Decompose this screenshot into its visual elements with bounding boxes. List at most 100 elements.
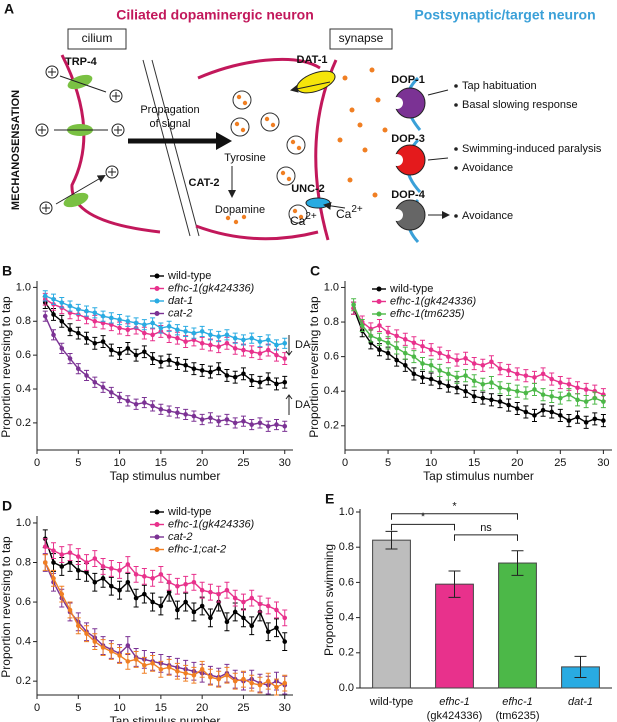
data-point (150, 661, 155, 666)
synapse-label: synapse (339, 31, 384, 45)
data-point (463, 388, 468, 394)
data-point (208, 674, 213, 680)
data-point (84, 335, 89, 341)
data-point (208, 589, 213, 595)
legend-marker (376, 286, 382, 292)
bar (498, 562, 537, 689)
data-point (142, 400, 147, 405)
data-point (75, 330, 81, 336)
data-point (411, 371, 417, 377)
significance-label: * (452, 501, 457, 513)
panel-label: E (325, 491, 334, 507)
legend-marker (154, 298, 160, 304)
data-point (125, 318, 131, 324)
panel-label: D (2, 498, 12, 514)
data-point (175, 607, 180, 613)
data-point (166, 357, 172, 363)
data-point (549, 376, 555, 382)
legend-marker (154, 286, 160, 291)
data-point (183, 581, 188, 587)
data-point (265, 347, 271, 353)
data-point (532, 387, 537, 392)
annotation: DA (295, 339, 311, 351)
data-point (183, 329, 188, 334)
data-point (532, 413, 537, 418)
data-point (125, 346, 131, 351)
data-point (133, 595, 139, 601)
data-point (575, 397, 580, 403)
data-point (232, 420, 238, 426)
data-point (506, 368, 511, 373)
data-point (540, 392, 546, 397)
data-point (249, 378, 255, 383)
data-point (216, 366, 221, 371)
calcium-arrow (323, 201, 346, 210)
data-point (84, 560, 89, 565)
data-point (592, 395, 598, 401)
y-axis-label: Proportion swimming (322, 544, 336, 656)
data-point (566, 392, 572, 397)
data-point (274, 625, 279, 631)
data-point (274, 342, 279, 348)
data-point (232, 346, 238, 351)
data-point (402, 350, 408, 356)
cilium-label: cilium (82, 31, 113, 45)
calcium-label: Ca2+ (290, 211, 317, 229)
data-point (92, 579, 98, 585)
data-point (109, 322, 114, 327)
data-point (377, 337, 382, 342)
x-axis-label: Tap stimulus number (110, 714, 221, 722)
data-point (117, 325, 122, 331)
left-title: Ciliated dopaminergic neuron (116, 7, 314, 23)
data-point (385, 350, 391, 356)
bar (435, 583, 474, 689)
data-point (249, 680, 255, 686)
error-bar (385, 530, 398, 550)
data-point (92, 310, 98, 316)
legend-label: efhc-1(gk424336) (390, 295, 477, 307)
y-tick-label: 0.4 (339, 612, 354, 624)
data-point (150, 403, 155, 409)
data-point (558, 380, 563, 385)
data-point (257, 682, 263, 688)
data-point (191, 609, 197, 615)
data-point (125, 327, 131, 333)
data-point (377, 323, 382, 328)
data-point (274, 422, 279, 427)
dop3-label: DOP-3 (391, 133, 425, 145)
cilium-membrane (60, 54, 161, 234)
data-point (257, 601, 263, 607)
dopamine-dots (225, 67, 388, 225)
data-point (216, 344, 221, 349)
data-point (208, 369, 213, 375)
legend-label: cat-2 (168, 307, 192, 319)
data-point (67, 303, 73, 309)
data-point (133, 352, 139, 358)
data-point (84, 570, 89, 575)
data-point (166, 579, 172, 585)
data-point (142, 330, 147, 336)
data-point (489, 359, 494, 365)
data-point (100, 576, 106, 581)
data-point (158, 572, 164, 577)
data-point (402, 362, 408, 368)
data-point (142, 591, 147, 597)
data-point (191, 579, 197, 585)
x-tick-label: 25 (237, 702, 249, 714)
data-point (282, 680, 288, 686)
data-point (385, 330, 391, 335)
data-point (142, 574, 147, 579)
x-tick-label: 5 (75, 702, 81, 714)
data-point (282, 379, 288, 385)
data-point (437, 350, 443, 356)
data-point (480, 362, 486, 368)
annotation-arrow (285, 394, 293, 415)
data-point (454, 375, 460, 380)
x-tick-label: 25 (237, 457, 249, 469)
data-point (583, 399, 589, 404)
data-point (158, 325, 164, 331)
data-point (133, 401, 139, 407)
data-point (411, 354, 417, 359)
